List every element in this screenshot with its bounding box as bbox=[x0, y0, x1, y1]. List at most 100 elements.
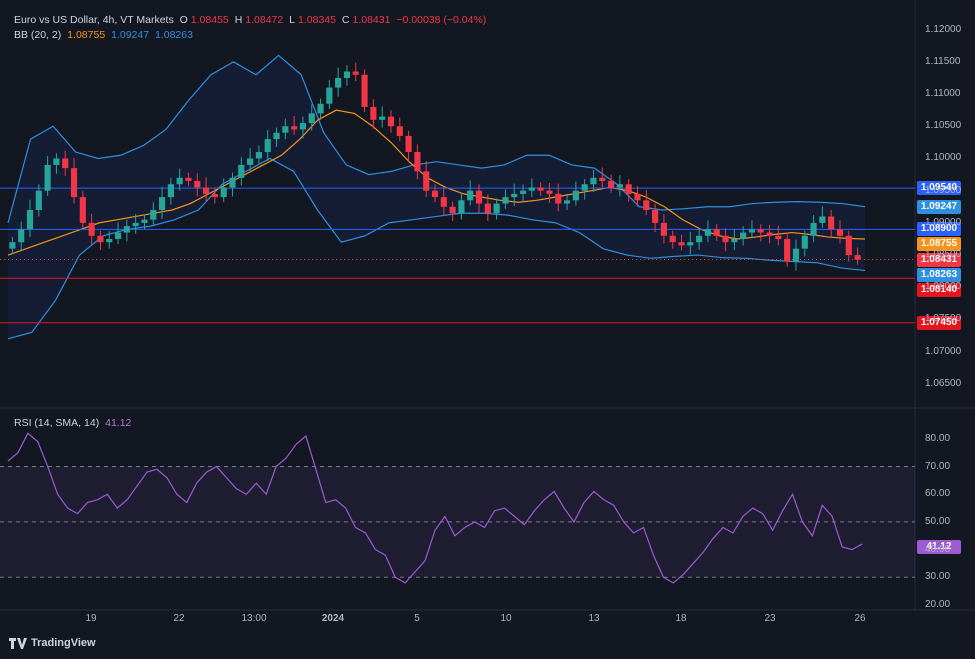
candle-body bbox=[836, 229, 844, 236]
candle-body bbox=[379, 116, 386, 120]
candle-body bbox=[264, 139, 271, 153]
candle-body bbox=[53, 158, 60, 165]
candle-body bbox=[361, 74, 368, 107]
candle-body bbox=[18, 229, 25, 243]
time-tick-label: 5 bbox=[414, 613, 420, 624]
price-tick-label: 1.08000 bbox=[925, 281, 962, 293]
bb-lower-value: 1.08263 bbox=[154, 29, 193, 41]
rsi-tick-label: 30.00 bbox=[925, 571, 951, 583]
candle-body bbox=[652, 210, 659, 223]
candle-body bbox=[370, 106, 377, 120]
candle-body bbox=[247, 158, 254, 165]
price-tick-label: 1.07500 bbox=[925, 313, 962, 325]
candle-body bbox=[590, 177, 597, 185]
candle-body bbox=[740, 232, 747, 239]
candle-body bbox=[282, 126, 289, 133]
candle-body bbox=[405, 135, 412, 153]
candle-body bbox=[88, 222, 95, 236]
candle-body bbox=[414, 152, 421, 172]
candle-body bbox=[801, 235, 808, 249]
candle-body bbox=[35, 190, 42, 210]
candle-body bbox=[854, 255, 861, 260]
price-tick-label: 1.09000 bbox=[925, 216, 962, 228]
instrument-title: Euro vs US Dollar, 4h, VT Markets bbox=[14, 14, 174, 26]
tradingview-logo[interactable]: TradingView bbox=[9, 637, 96, 649]
candle-body bbox=[475, 190, 483, 204]
candle-body bbox=[678, 242, 685, 246]
candle-body bbox=[308, 113, 315, 124]
rsi-legend: RSI (14, SMA, 14) 41.12 bbox=[14, 417, 134, 429]
bb-label: BB (20, 2) bbox=[14, 29, 62, 41]
price-badge: 1.08755 bbox=[917, 237, 961, 252]
candle-body bbox=[158, 197, 166, 210]
candle-body bbox=[343, 71, 351, 78]
candle-body bbox=[625, 184, 632, 194]
candle-body bbox=[555, 193, 562, 204]
candle-body bbox=[141, 219, 148, 223]
candle-body bbox=[810, 222, 817, 236]
price-tick-label: 1.11000 bbox=[925, 88, 961, 100]
bb-upper-value: 1.09247 bbox=[111, 29, 150, 41]
price-badge: 1.07450 bbox=[917, 315, 961, 330]
candle-body bbox=[229, 177, 236, 188]
candle-body bbox=[784, 238, 791, 262]
candle-body bbox=[317, 103, 324, 114]
candle-body bbox=[273, 132, 280, 140]
time-tick-label: 22 bbox=[173, 613, 185, 624]
candle-body bbox=[203, 187, 210, 194]
candle-body bbox=[150, 210, 157, 220]
low-label: L bbox=[289, 14, 296, 26]
price-badge: 1.09540 bbox=[917, 181, 961, 196]
bb-band-fill bbox=[8, 55, 865, 339]
price-badge: 1.08263 bbox=[917, 267, 961, 282]
price-tick-label: 1.07000 bbox=[925, 345, 962, 357]
rsi-tick-label: 60.00 bbox=[925, 488, 951, 500]
price-tick-label: 1.10000 bbox=[925, 152, 962, 164]
price-tick-label: 1.11500 bbox=[925, 55, 961, 67]
candle-body bbox=[123, 226, 130, 233]
change-value: −0.00038 (−0.04%) bbox=[396, 14, 487, 26]
candle-body bbox=[9, 242, 16, 249]
candle-body bbox=[211, 193, 218, 198]
high-label: H bbox=[234, 14, 243, 26]
candle-body bbox=[669, 235, 676, 243]
price-tick-label: 1.12000 bbox=[925, 23, 962, 35]
candle-body bbox=[79, 197, 86, 223]
bb-upper-line bbox=[7, 54, 866, 224]
candle-body bbox=[467, 190, 474, 201]
open-label: O bbox=[179, 14, 188, 26]
price-badge: 1.09247 bbox=[917, 199, 961, 214]
candle-body bbox=[255, 152, 262, 159]
candle-body bbox=[634, 193, 641, 201]
candle-body bbox=[766, 232, 773, 236]
candle-body bbox=[106, 238, 113, 243]
candle-body bbox=[326, 87, 333, 104]
candle-body bbox=[581, 184, 588, 191]
rsi-label: RSI (14, SMA, 14) bbox=[14, 417, 100, 429]
candle-body bbox=[546, 190, 553, 194]
candle-body bbox=[828, 216, 835, 230]
candle-body bbox=[114, 232, 122, 239]
close-value: 1.08431 bbox=[352, 14, 391, 26]
tradingview-logo-text: TradingView bbox=[31, 637, 96, 649]
tradingview-logo-icon bbox=[9, 637, 27, 649]
candle-body bbox=[176, 177, 183, 185]
candle-body bbox=[643, 200, 650, 210]
rsi-value: 41.12 bbox=[105, 417, 132, 429]
candle-body bbox=[423, 171, 430, 191]
rsi-line bbox=[7, 432, 863, 584]
candle-body bbox=[291, 126, 298, 130]
time-tick-label: 10 bbox=[500, 613, 512, 624]
candle-body bbox=[845, 235, 852, 256]
time-tick-label: 2024 bbox=[321, 613, 345, 624]
candle-body bbox=[440, 197, 447, 207]
candle-body bbox=[352, 71, 359, 75]
candle-body bbox=[792, 248, 800, 262]
price-tick-label: 1.06500 bbox=[925, 377, 962, 389]
rsi-tick-label: 40.00 bbox=[925, 543, 951, 555]
price-tick-label: 1.09500 bbox=[925, 184, 962, 196]
candle-body bbox=[608, 181, 615, 188]
candle-body bbox=[335, 77, 342, 88]
